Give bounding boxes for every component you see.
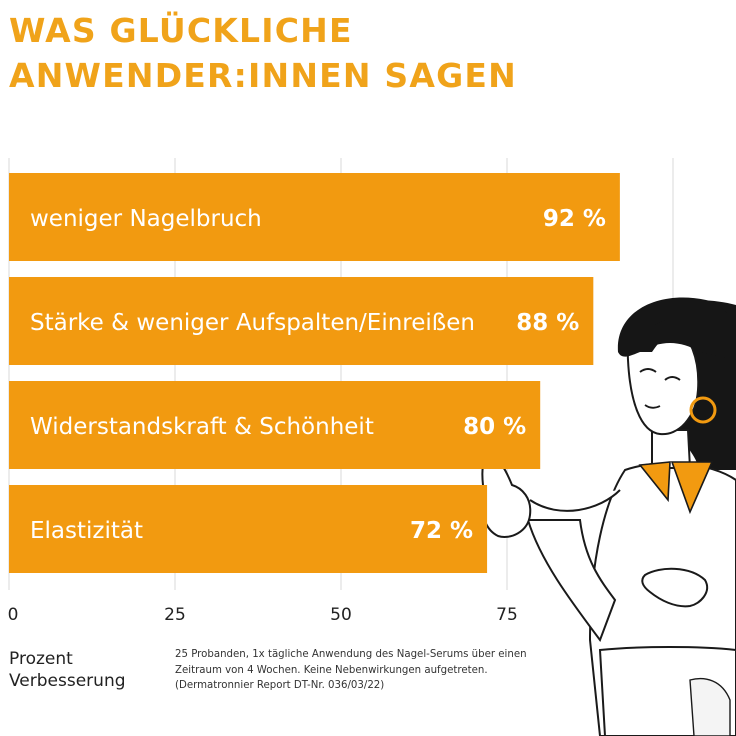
page-title: WAS GLÜCKLICHE ANWENDER:INNEN SAGEN [9, 8, 517, 98]
bar-value-label: 80 % [463, 414, 526, 440]
axis-label-line-2: Verbesserung [9, 671, 126, 691]
bar [9, 485, 488, 573]
axis-label: Prozent Verbesserung [9, 648, 126, 692]
footnote: 25 Probanden, 1x tägliche Anwendung des … [175, 649, 527, 691]
bar [9, 173, 620, 261]
bar [9, 381, 541, 469]
x-tick-label: 25 [164, 605, 186, 625]
bar-category-label: Elastizität [30, 518, 143, 544]
woman-pointing-illustration [481, 297, 736, 736]
x-tick-label: 75 [496, 605, 518, 625]
x-tick-label: 0 [8, 605, 19, 625]
x-tick-label: 50 [330, 605, 352, 625]
title-line-1: WAS GLÜCKLICHE [9, 11, 353, 50]
bar-value-label: 72 % [410, 518, 473, 544]
bar [9, 277, 594, 365]
bar-category-label: weniger Nagelbruch [30, 206, 262, 232]
bars: weniger Nagelbruch 92 % Stärke & weniger A… [9, 173, 620, 573]
bar-value-label: 88 % [516, 310, 579, 336]
bar-value-label: 92 % [543, 206, 606, 232]
title-line-2: ANWENDER:INNEN SAGEN [9, 56, 517, 95]
axis-label-line-1: Prozent [9, 649, 73, 669]
bar-category-label: Widerstandskraft & Schönheit [30, 414, 374, 440]
x-axis-ticks: 0 25 50 75 [8, 605, 518, 625]
bar-category-label: Stärke & weniger Aufspalten/Einreißen [30, 310, 475, 336]
